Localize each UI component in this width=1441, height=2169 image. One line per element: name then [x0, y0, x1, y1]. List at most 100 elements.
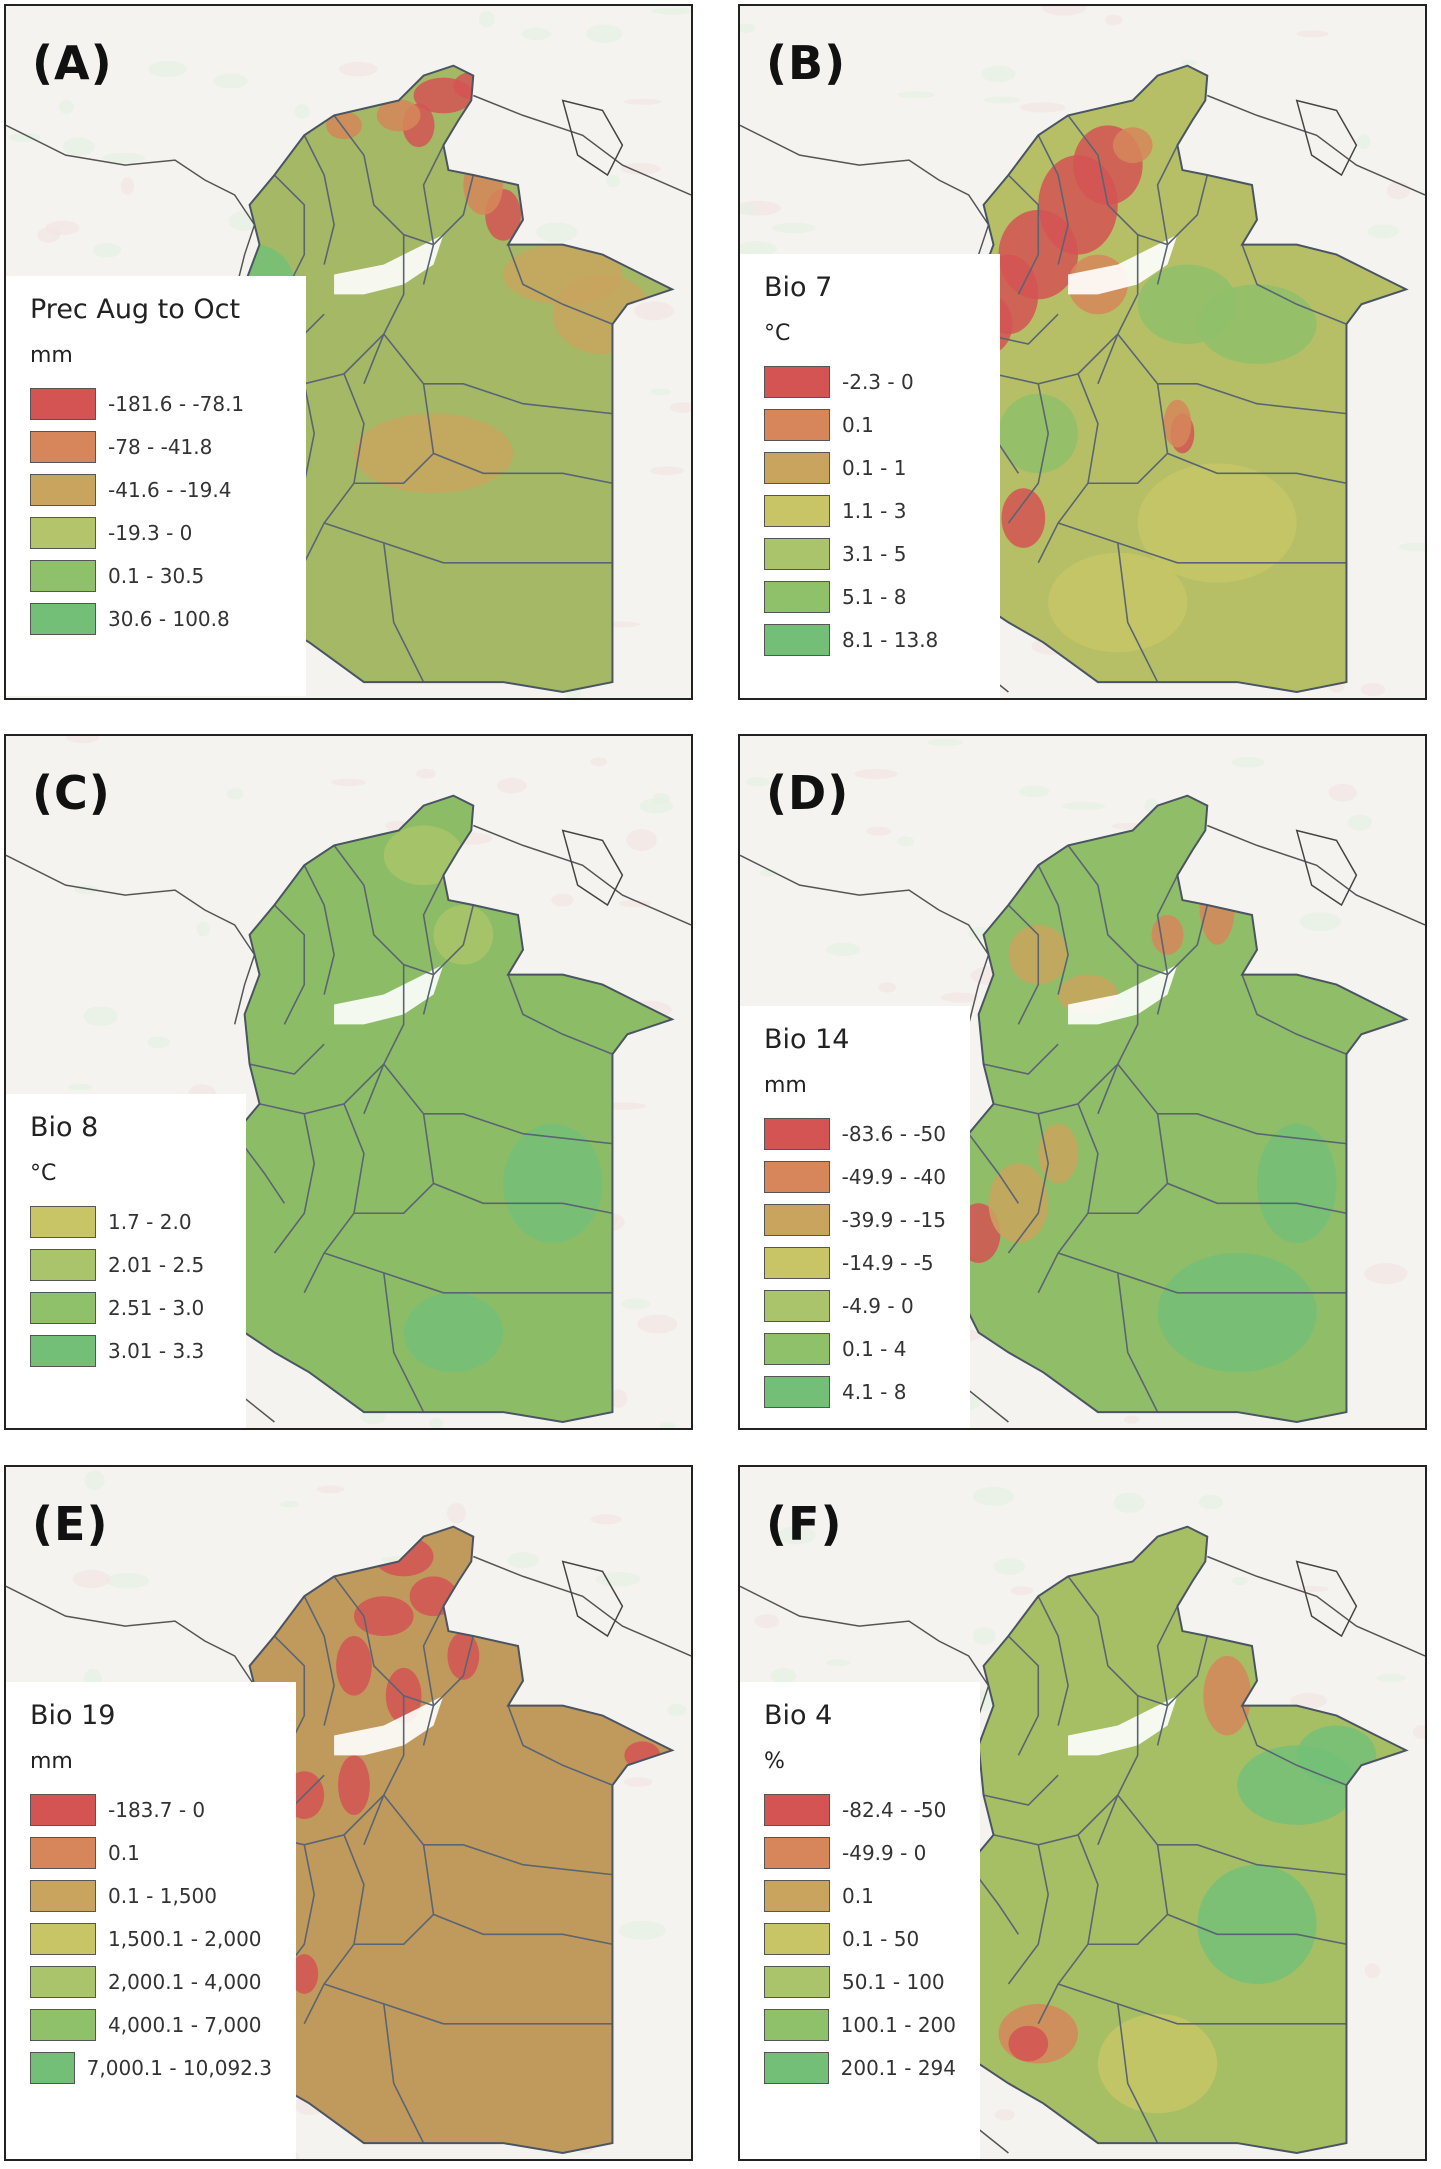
legend-item: -4.9 - 0	[764, 1284, 946, 1327]
legend-rows: -181.6 - -78.1 -78 - -41.8 -41.6 - -19.4 -1…	[30, 382, 282, 640]
legend-swatch	[30, 1965, 96, 1998]
terrain-texture	[993, 1558, 1025, 1575]
department-border	[323, 1252, 613, 1294]
terrain-texture	[621, 1298, 650, 1310]
legend-title: Bio 7	[764, 272, 833, 303]
terrain-texture	[1347, 814, 1373, 831]
department-border	[1007, 1844, 1050, 1985]
terrain-texture	[1019, 102, 1066, 113]
legend-label: -78 - -41.8	[108, 434, 213, 459]
terrain-texture	[1356, 134, 1371, 150]
department-border	[993, 1794, 1119, 1846]
department-border	[1156, 1113, 1347, 1215]
raster-patch	[1157, 1253, 1317, 1373]
terrain-texture	[771, 222, 816, 234]
terrain-texture	[865, 826, 892, 836]
department-border	[363, 1695, 405, 1846]
department-border	[507, 974, 613, 1055]
legend-item: -78 - -41.8	[30, 425, 282, 468]
department-border	[1097, 964, 1139, 1115]
legend-swatch	[30, 1836, 96, 1869]
panel-label: (B)	[766, 36, 847, 90]
department-border	[1117, 542, 1159, 683]
legend-rows: -2.3 - 0 0.1 0.1 - 1 1.1 - 3 3.1 - 5 5.1 - 8 8…	[764, 360, 976, 661]
legend-unit: %	[764, 1749, 785, 1774]
terrain-texture	[148, 60, 187, 78]
legend-label: 8.1 - 13.8	[842, 627, 939, 652]
legend-item: 1.1 - 3	[764, 489, 976, 532]
terrain-texture	[897, 836, 914, 847]
lake-outline	[561, 1560, 624, 1638]
panel-c: (C) Bio 8 °C 1.7 - 2.0 2.01 - 2.5 2.51 - 3…	[4, 734, 693, 1430]
department-border	[1057, 1252, 1347, 1294]
legend-item: 0.1 - 4	[764, 1327, 946, 1370]
legend-item: 7,000.1 - 10,092.3	[30, 2046, 272, 2089]
terrain-texture	[316, 1485, 345, 1494]
legend-swatch	[764, 1203, 830, 1236]
department-border	[273, 1113, 316, 1254]
department-border	[303, 864, 335, 995]
neighbor-border	[472, 94, 691, 196]
department-border	[1166, 904, 1209, 976]
terrain-texture	[1019, 785, 1050, 798]
legend-d: Bio 14 mm -83.6 - -50 -49.9 - -40 -39.9 - …	[740, 1006, 970, 1428]
legend-swatch	[764, 451, 830, 484]
terrain-texture	[1041, 6, 1087, 16]
nodata-area	[1068, 234, 1178, 295]
country-fill	[194, 795, 673, 1423]
terrain-texture	[650, 466, 684, 475]
legend-swatch	[764, 1332, 830, 1365]
legend-b: Bio 7 °C -2.3 - 0 0.1 0.1 - 1 1.1 - 3 3.1 - …	[740, 254, 1000, 698]
terrain-texture	[478, 11, 495, 28]
terrain-texture	[93, 242, 121, 258]
terrain-texture	[226, 788, 244, 800]
department-border	[383, 1063, 613, 1145]
legend-label: 30.6 - 100.8	[108, 606, 230, 631]
legend-swatch	[764, 1375, 830, 1408]
terrain-texture	[294, 104, 310, 119]
terrain-texture	[637, 1314, 678, 1334]
legend-label: -19.3 - 0	[108, 520, 193, 545]
legend-item: 0.1	[764, 1874, 956, 1917]
legend-label: 0.1 - 1	[842, 455, 907, 480]
terrain-texture	[147, 1036, 170, 1049]
terrain-texture	[825, 942, 860, 957]
legend-label: 1,500.1 - 2,000	[108, 1926, 262, 1951]
raster-patch	[1197, 1864, 1317, 1985]
legend-item: -2.3 - 0	[764, 360, 976, 403]
legend-item: -183.7 - 0	[30, 1788, 272, 1831]
department-border	[273, 904, 306, 1025]
legend-label: -39.9 - -15	[841, 1207, 946, 1232]
department-border	[363, 234, 405, 385]
legend-label: 2.01 - 2.5	[108, 1252, 205, 1277]
legend-label: 2,000.1 - 4,000	[108, 1969, 262, 1994]
legend-label: 200.1 - 294	[840, 2055, 956, 2080]
terrain-texture	[106, 1573, 149, 1589]
department-border	[363, 964, 405, 1115]
legend-unit: °C	[30, 1161, 57, 1186]
legend-item: 5.1 - 8	[764, 575, 976, 618]
terrain-texture	[585, 24, 623, 43]
legend-label: -82.4 - -50	[842, 1797, 947, 1822]
department-border	[353, 452, 435, 485]
department-border	[968, 1133, 1020, 1204]
legend-swatch	[30, 1334, 96, 1367]
map-a	[6, 6, 691, 698]
raster-patch	[1197, 284, 1317, 364]
legend-item: 8.1 - 13.8	[764, 618, 976, 661]
legend-label: 4.1 - 8	[842, 1379, 907, 1404]
legend-label: 0.1 - 50	[842, 1926, 920, 1951]
legend-swatch	[30, 387, 96, 420]
legend-swatch	[30, 602, 96, 635]
department-border	[1241, 974, 1347, 1055]
terrain-texture	[667, 1704, 687, 1716]
terrain-texture	[447, 1503, 467, 1524]
terrain-texture	[338, 61, 378, 77]
department-border	[1117, 1063, 1347, 1145]
department-border	[1037, 373, 1099, 564]
legend-item: 4,000.1 - 7,000	[30, 2003, 272, 2046]
raster-patch	[336, 1636, 372, 1696]
terrain-texture	[825, 1659, 851, 1667]
terrain-texture	[1328, 783, 1357, 802]
department-border	[1117, 1794, 1347, 1876]
